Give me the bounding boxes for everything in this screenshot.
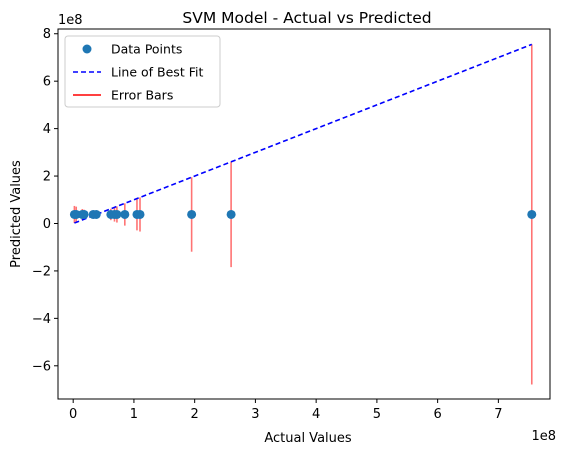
y-tick-label: 0	[43, 217, 51, 232]
y-offset-label: 1e8	[58, 13, 83, 28]
data-point	[120, 209, 130, 219]
legend-marker-data-points	[82, 44, 92, 54]
plot-area	[69, 43, 537, 385]
best-fit-line	[74, 43, 533, 224]
legend-label-best-fit: Line of Best Fit	[111, 65, 203, 80]
data-point	[226, 209, 236, 219]
plot-frame	[57, 28, 551, 400]
y-axis: −6 −4 −2 0 2 4 6 8	[32, 27, 58, 374]
y-tick-label: 8	[43, 27, 51, 42]
y-tick-label: −4	[32, 312, 51, 327]
data-point	[527, 209, 537, 219]
data-point	[112, 209, 122, 219]
x-tick-label: 4	[312, 407, 320, 422]
x-axis-title: Actual Values	[264, 431, 352, 446]
y-tick-label: 2	[43, 170, 51, 185]
x-offset-label: 1e8	[531, 429, 556, 444]
x-tick-label: 7	[494, 407, 502, 422]
x-tick-label: 6	[433, 407, 441, 422]
y-axis-title: Predicted Values	[9, 160, 24, 268]
y-tick-label: 6	[43, 75, 51, 90]
legend-label-data-points: Data Points	[111, 42, 182, 57]
y-tick-label: −2	[32, 264, 51, 279]
data-point	[79, 209, 89, 219]
legend: Data Points Line of Best Fit Error Bars	[64, 35, 221, 108]
data-point	[91, 209, 101, 219]
x-axis: 0 1 2 3 4 5 6 7	[69, 399, 503, 422]
x-tick-label: 2	[191, 407, 199, 422]
data-point	[187, 209, 197, 219]
x-tick-label: 3	[251, 407, 259, 422]
legend-label-error-bars: Error Bars	[111, 88, 173, 103]
x-tick-label: 0	[69, 407, 77, 422]
legend-box	[64, 35, 221, 108]
data-point	[135, 209, 145, 219]
chart-title: SVM Model - Actual vs Predicted	[182, 9, 431, 27]
y-tick-label: 4	[43, 122, 51, 137]
y-tick-label: −6	[32, 359, 51, 374]
x-tick-label: 5	[373, 407, 381, 422]
x-tick-label: 1	[130, 407, 138, 422]
